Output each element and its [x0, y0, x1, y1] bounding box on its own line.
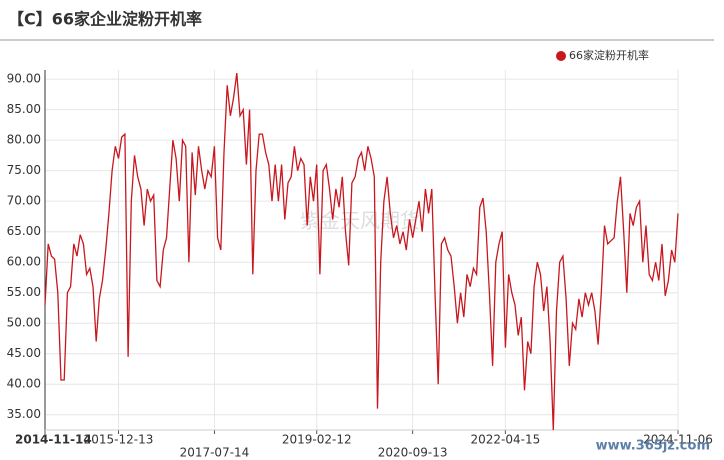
data-line	[44, 73, 679, 431]
y-tick-label: 55.00	[7, 285, 41, 299]
y-tick-label: 75.00	[7, 163, 41, 177]
x-tick-label: 2017-07-14	[180, 446, 250, 460]
y-tick-label: 70.00	[7, 194, 41, 208]
x-tick-label: 2019-02-12	[282, 433, 352, 447]
x-tick-label: 2024-11-06	[643, 433, 713, 447]
y-tick-label: 35.00	[7, 407, 41, 421]
y-tick-label: 90.00	[7, 72, 41, 86]
y-tick-label: 40.00	[7, 377, 41, 391]
x-tick-label: 2022-04-15	[470, 433, 540, 447]
chart-title: 【C】66家企业淀粉开机率	[8, 10, 202, 29]
x-tick-label: 2014-11-14	[15, 433, 92, 447]
y-tick-label: 80.00	[7, 133, 41, 147]
y-tick-label: 50.00	[7, 316, 41, 330]
y-tick-label: 85.00	[7, 102, 41, 116]
watermark: 紫金天风期货	[300, 209, 420, 233]
x-tick-label: 2020-09-13	[378, 446, 448, 460]
legend-label: 66家淀粉开机率	[569, 48, 649, 62]
watermark: www.365jz.com	[596, 439, 710, 454]
x-tick-label: 2015-12-13	[84, 433, 154, 447]
y-tick-label: 65.00	[7, 224, 41, 238]
y-tick-label: 45.00	[7, 346, 41, 360]
y-tick-label: 60.00	[7, 255, 41, 269]
legend-marker	[556, 51, 566, 61]
